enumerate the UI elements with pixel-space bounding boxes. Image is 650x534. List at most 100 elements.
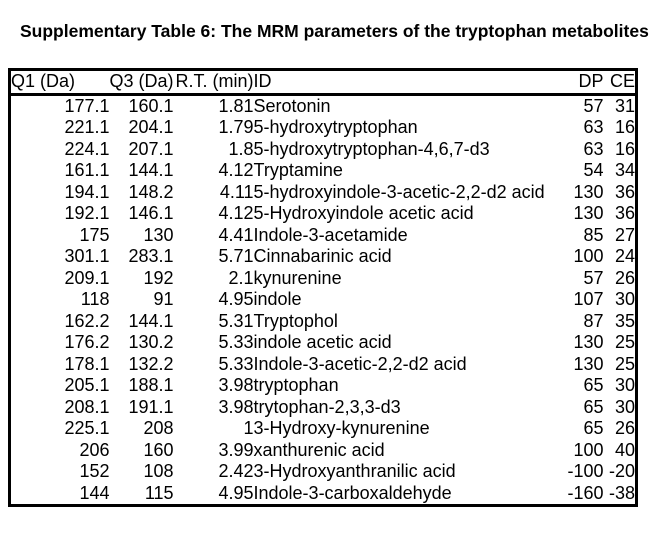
cell-q3: 108 bbox=[143, 461, 174, 481]
cell-id: 3-Hydroxyanthranilic acid bbox=[253, 461, 456, 481]
cell-id: 5-hydroxytryptophan bbox=[253, 117, 418, 137]
cell-dp: 85 bbox=[583, 224, 604, 245]
cell-q3: 130 bbox=[143, 224, 174, 245]
table-row: 152 108 2.42 3-Hydroxyanthranilic acid -… bbox=[10, 461, 637, 483]
cell-id: 5-hydroxytryptophan-4,6,7-d3 bbox=[253, 138, 490, 159]
cell-q3: 148.2 bbox=[128, 181, 174, 202]
cell-dp: 130 bbox=[573, 332, 604, 352]
cell-q3: 144.1 bbox=[128, 310, 174, 331]
cell-id: tryptophan bbox=[253, 375, 339, 395]
table-body: 177.1 160.1 1.81 Serotonin 57 31 221.1 2… bbox=[10, 94, 637, 506]
cell-q3: 188.1 bbox=[128, 375, 174, 395]
cell-rt: 4.95 bbox=[218, 482, 254, 503]
cell-id: kynurenine bbox=[253, 267, 342, 288]
cell-dp: 65 bbox=[583, 418, 604, 438]
cell-dp: 87 bbox=[583, 310, 604, 331]
cell-dp: 63 bbox=[583, 138, 604, 159]
cell-rt: 1.8 bbox=[228, 138, 254, 159]
cell-rt: 5.33 bbox=[218, 353, 254, 374]
cell-rt: 4.41 bbox=[218, 224, 254, 245]
mrm-parameters-table: Q1 (Da) Q3 (Da) R.T. (min) ID DP CE 177.… bbox=[8, 68, 639, 507]
cell-ce: 24 bbox=[614, 246, 636, 266]
cell-q1: 206 bbox=[79, 439, 110, 460]
cell-dp: 54 bbox=[583, 160, 604, 180]
cell-dp: 130 bbox=[573, 353, 604, 374]
column-header-rt: R.T. (min) bbox=[175, 71, 254, 91]
cell-ce: 16 bbox=[614, 138, 636, 159]
cell-q1: 225.1 bbox=[64, 418, 110, 438]
cell-q1: 208.1 bbox=[64, 396, 110, 417]
cell-dp: 107 bbox=[573, 289, 604, 309]
cell-q1: 177.1 bbox=[64, 95, 110, 116]
cell-q3: 91 bbox=[153, 289, 174, 309]
cell-q1: 144 bbox=[79, 482, 110, 503]
cell-id: Tryptamine bbox=[253, 160, 343, 180]
cell-id: xanthurenic acid bbox=[253, 439, 385, 460]
table-row: 225.1 208 1 3-Hydroxy-kynurenine 65 26 bbox=[10, 418, 637, 440]
cell-ce: 31 bbox=[614, 95, 636, 116]
cell-rt: 5.31 bbox=[218, 310, 254, 331]
cell-id: indole bbox=[253, 289, 302, 309]
cell-ce: 40 bbox=[614, 439, 636, 460]
cell-rt: 3.98 bbox=[218, 396, 254, 417]
table-row: 161.1 144.1 4.12 Tryptamine 54 34 bbox=[10, 160, 637, 182]
column-header-q3: Q3 (Da) bbox=[109, 71, 174, 91]
cell-q3: 208 bbox=[143, 418, 174, 438]
cell-q1: 301.1 bbox=[64, 246, 110, 266]
cell-ce: 36 bbox=[614, 203, 636, 223]
table-row: 144 115 4.95 Indole-3-carboxaldehyde -16… bbox=[10, 483, 637, 506]
cell-ce: -38 bbox=[609, 482, 636, 503]
cell-rt: 4.12 bbox=[218, 203, 254, 223]
cell-q3: 192 bbox=[143, 267, 174, 288]
cell-q3: 130.2 bbox=[128, 332, 174, 352]
cell-q3: 115 bbox=[144, 482, 174, 503]
cell-id: 3-Hydroxy-kynurenine bbox=[253, 418, 430, 438]
cell-ce: 34 bbox=[614, 160, 636, 180]
cell-q1: 205.1 bbox=[64, 375, 110, 395]
table-row: 221.1 204.1 1.79 5-hydroxytryptophan 63 … bbox=[10, 117, 637, 139]
cell-q1: 175 bbox=[79, 224, 110, 245]
cell-dp: 63 bbox=[583, 117, 604, 137]
cell-q1: 192.1 bbox=[64, 203, 110, 223]
cell-rt: 3.99 bbox=[218, 439, 254, 460]
cell-rt: 1.79 bbox=[218, 117, 254, 137]
cell-id: indole acetic acid bbox=[253, 332, 392, 352]
cell-id: Indole-3-acetamide bbox=[253, 224, 408, 245]
column-header-ce: CE bbox=[610, 71, 636, 91]
cell-ce: 25 bbox=[614, 353, 636, 374]
table-row: 209.1 192 2.1 kynurenine 57 26 bbox=[10, 268, 637, 290]
cell-q1: 176.2 bbox=[64, 332, 110, 352]
table-row: 118 91 4.95 indole 107 30 bbox=[10, 289, 637, 311]
cell-q3: 204.1 bbox=[128, 117, 174, 137]
cell-dp: 65 bbox=[583, 396, 604, 417]
cell-dp: 57 bbox=[583, 267, 604, 288]
cell-q1: 224.1 bbox=[64, 138, 110, 159]
cell-id: Cinnabarinic acid bbox=[253, 246, 392, 266]
cell-rt: 3.98 bbox=[218, 375, 254, 395]
table-row: 176.2 130.2 5.33 indole acetic acid 130 … bbox=[10, 332, 637, 354]
cell-q3: 160 bbox=[143, 439, 174, 460]
cell-dp: 57 bbox=[583, 95, 604, 116]
cell-q3: 144.1 bbox=[128, 160, 174, 180]
cell-id: 5-hydroxyindole-3-acetic-2,2-d2 acid bbox=[253, 181, 545, 202]
cell-id: Indole-3-acetic-2,2-d2 acid bbox=[253, 353, 467, 374]
cell-dp: -100 bbox=[567, 461, 604, 481]
cell-q3: 191.1 bbox=[128, 396, 174, 417]
cell-id: trytophan-2,3,3-d3 bbox=[253, 396, 401, 417]
cell-rt: 5.33 bbox=[218, 332, 254, 352]
table-row: 194.1 148.2 4.11 5-hydroxyindole-3-aceti… bbox=[10, 182, 637, 204]
table-row: 178.1 132.2 5.33 Indole-3-acetic-2,2-d2 … bbox=[10, 354, 637, 376]
cell-q3: 146.1 bbox=[128, 203, 174, 223]
cell-rt: 1 bbox=[243, 418, 254, 438]
cell-dp: 100 bbox=[573, 439, 604, 460]
cell-q1: 194.1 bbox=[64, 181, 110, 202]
cell-rt: 4.11 bbox=[219, 181, 254, 202]
cell-ce: 26 bbox=[614, 267, 636, 288]
cell-q3: 283.1 bbox=[128, 246, 174, 266]
cell-q1: 161.1 bbox=[64, 160, 110, 180]
table-title: Supplementary Table 6: The MRM parameter… bbox=[20, 21, 649, 41]
cell-ce: 26 bbox=[614, 418, 636, 438]
header-row: Q1 (Da) Q3 (Da) R.T. (min) ID DP CE bbox=[9, 70, 637, 94]
cell-ce: -20 bbox=[609, 461, 636, 481]
